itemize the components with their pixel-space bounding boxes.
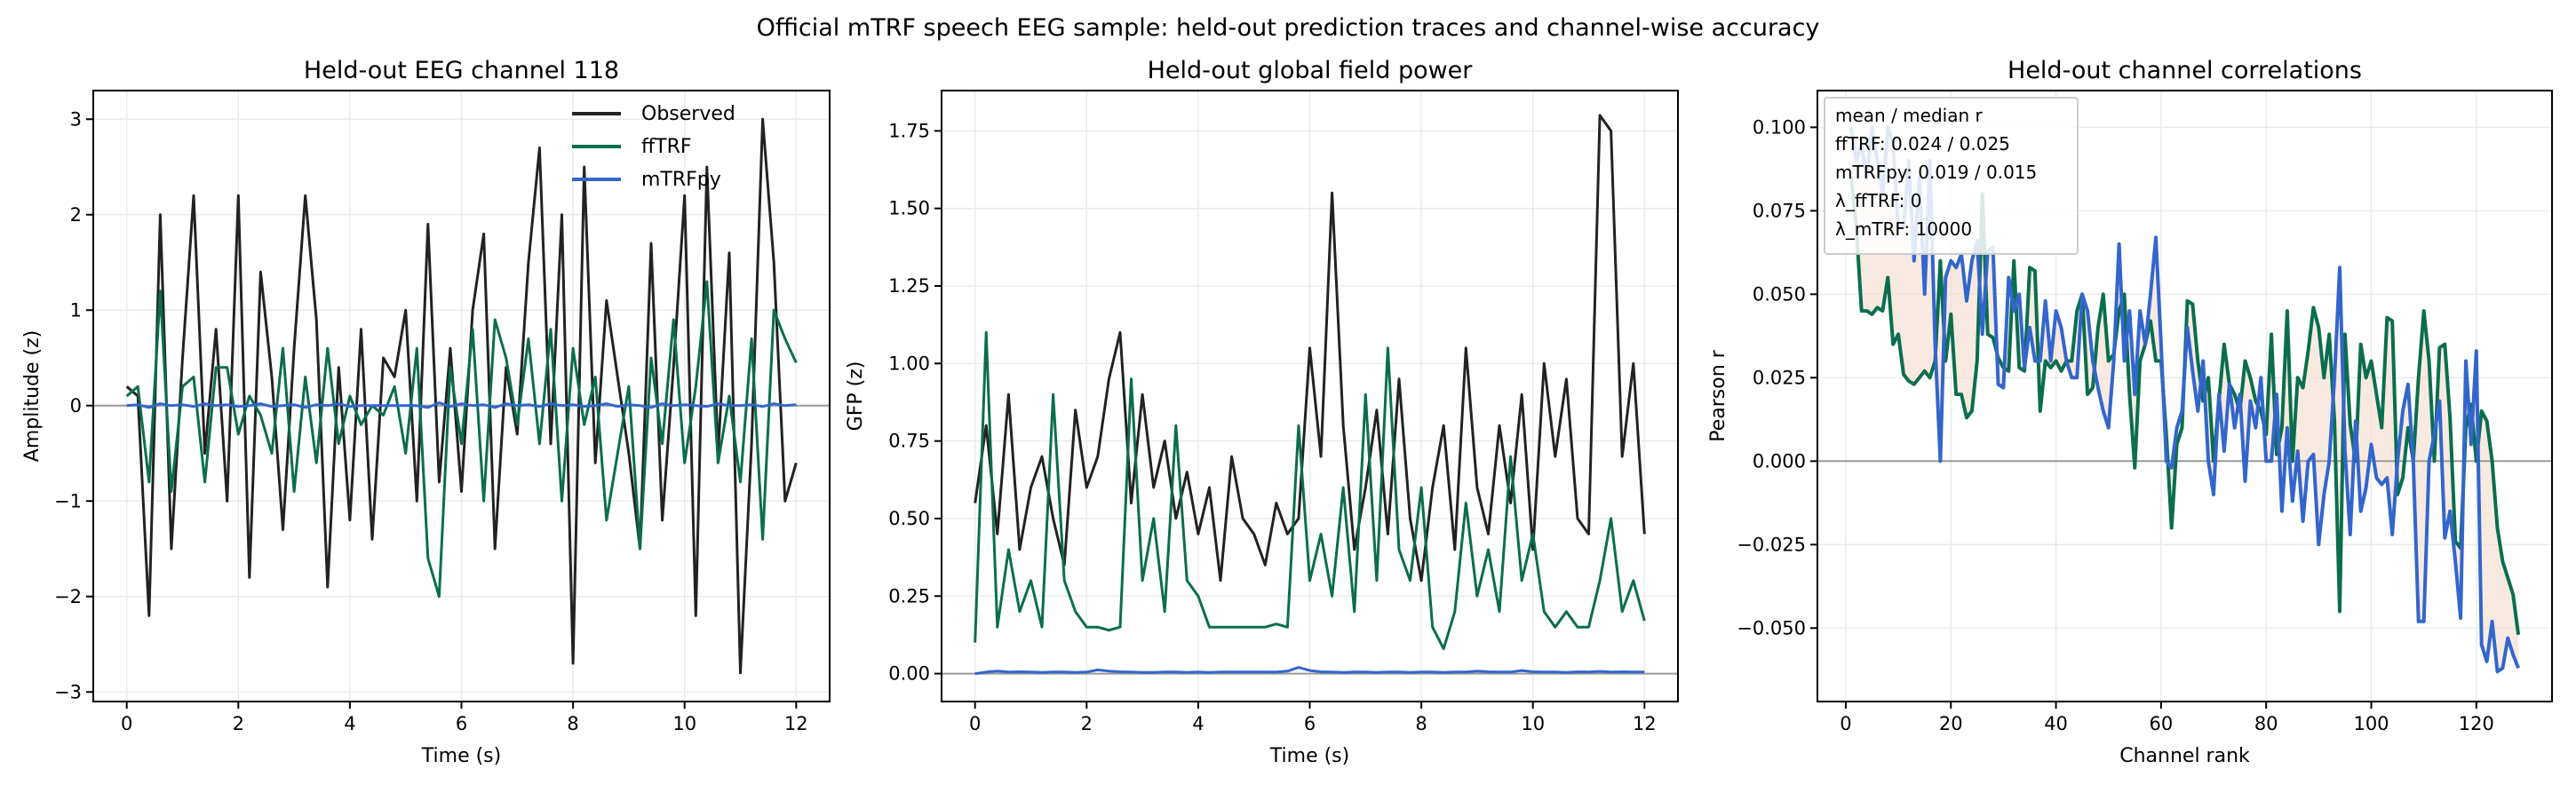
y-tick-label: 1.25 bbox=[888, 275, 930, 297]
series-line-mtrfpy bbox=[126, 401, 797, 409]
x-tick-label: 80 bbox=[2254, 713, 2278, 734]
x-tick-label: 0 bbox=[1840, 713, 1851, 734]
y-axis-label: Pearson r bbox=[1707, 349, 1729, 441]
annotation-line: mTRFpy: 0.019 / 0.015 bbox=[1835, 162, 2037, 183]
y-tick-label: 0.25 bbox=[888, 585, 930, 607]
x-tick-label: 2 bbox=[1081, 713, 1093, 734]
x-tick-label: 0 bbox=[969, 713, 981, 734]
panel-title: Held-out global field power bbox=[1148, 57, 1474, 84]
x-tick-label: 6 bbox=[456, 713, 467, 734]
y-tick-label: −0.050 bbox=[1737, 617, 1806, 638]
y-tick-label: 0.000 bbox=[1753, 450, 1806, 472]
x-tick-label: 10 bbox=[672, 713, 696, 734]
y-tick-label: 1 bbox=[70, 299, 82, 321]
annotation-line: λ_mTRF: 10000 bbox=[1835, 218, 1972, 240]
y-tick-label: 0.50 bbox=[888, 508, 930, 529]
panel-3: 0 20 40 60 80 100 120 −0.050 −0.025 0.000 0.025 0.0… bbox=[1707, 57, 2553, 767]
series-line-observed bbox=[974, 114, 1646, 583]
fill-between-area bbox=[1850, 127, 2519, 672]
legend: Observed ffTRF mTRFpy bbox=[572, 103, 735, 191]
y-tick-label: 1.50 bbox=[888, 198, 930, 219]
panel-2: 0 2 4 6 8 10 12 0.00 0.25 0.50 0.75 1.00 1.25 1.50 1.7… bbox=[845, 57, 1679, 767]
x-tick-label: 40 bbox=[2044, 713, 2068, 734]
y-tick-label: 0.050 bbox=[1753, 283, 1806, 305]
x-tick-label: 2 bbox=[233, 713, 244, 734]
x-tick-label: 8 bbox=[567, 713, 578, 734]
annotation-box: mean / median r ffTRF: 0.024 / 0.025 mTRFp… bbox=[1824, 97, 2079, 255]
y-tick-label: 2 bbox=[70, 204, 82, 226]
series-line-mtrfpy bbox=[1849, 125, 2520, 674]
plot-area bbox=[942, 114, 1678, 676]
x-tick-label: 12 bbox=[784, 713, 808, 734]
series-line-observed bbox=[125, 117, 798, 675]
x-axis-label: Channel rank bbox=[2119, 745, 2250, 767]
y-tick-label: 1.00 bbox=[888, 353, 930, 374]
x-axis-label: Time (s) bbox=[1269, 745, 1349, 767]
x-tick-label: 100 bbox=[2353, 713, 2389, 734]
annotation-frame bbox=[1824, 97, 2079, 255]
series-line-fftrf bbox=[125, 280, 798, 599]
y-tick-label: −1 bbox=[54, 490, 82, 511]
series-line-fftrf bbox=[974, 330, 1646, 651]
y-axis-label: GFP (z) bbox=[845, 361, 867, 432]
x-tick-label: 0 bbox=[121, 713, 132, 734]
legend-label: ffTRF bbox=[641, 136, 692, 158]
y-tick-label: −3 bbox=[54, 681, 82, 702]
y-tick-label: 0.075 bbox=[1753, 200, 1806, 221]
x-tick-label: 60 bbox=[2150, 713, 2174, 734]
x-tick-label: 10 bbox=[1521, 713, 1545, 734]
annotation-line: λ_ffTRF: 0 bbox=[1835, 190, 1922, 211]
axes-frame bbox=[1817, 90, 2553, 702]
x-tick-label: 120 bbox=[2459, 713, 2494, 734]
x-tick-label: 6 bbox=[1304, 713, 1316, 734]
y-axis-label: Amplitude (z) bbox=[21, 330, 44, 462]
legend-label: mTRFpy bbox=[641, 169, 721, 191]
plot-area bbox=[93, 117, 830, 675]
y-tick-label: −2 bbox=[54, 586, 82, 607]
x-tick-label: 20 bbox=[1939, 713, 1963, 734]
y-tick-label: 1.75 bbox=[888, 120, 930, 141]
y-tick-label: 0.025 bbox=[1753, 367, 1806, 388]
plot-area bbox=[1817, 125, 2552, 674]
figure-suptitle: Official mTRF speech EEG sample: held-ou… bbox=[757, 14, 1820, 42]
y-tick-label: 0.75 bbox=[888, 431, 930, 452]
x-tick-label: 4 bbox=[344, 713, 355, 734]
x-tick-label: 4 bbox=[1192, 713, 1204, 734]
series-line-mtrfpy bbox=[974, 666, 1645, 676]
panel-title: Held-out EEG channel 118 bbox=[304, 57, 619, 84]
panel-title: Held-out channel correlations bbox=[2008, 57, 2362, 84]
x-tick-label: 12 bbox=[1633, 713, 1657, 734]
annotation-line: mean / median r bbox=[1835, 105, 1984, 126]
y-tick-label: −0.025 bbox=[1737, 534, 1806, 555]
y-tick-label: 3 bbox=[70, 108, 82, 130]
x-tick-label: 8 bbox=[1415, 713, 1427, 734]
annotation-line: ffTRF: 0.024 / 0.025 bbox=[1835, 133, 2010, 155]
y-tick-label: 0.100 bbox=[1753, 116, 1806, 138]
x-axis-label: Time (s) bbox=[421, 745, 501, 767]
y-tick-label: 0 bbox=[70, 395, 82, 416]
y-tick-label: 0.00 bbox=[888, 663, 930, 685]
legend-label: Observed bbox=[641, 103, 735, 125]
